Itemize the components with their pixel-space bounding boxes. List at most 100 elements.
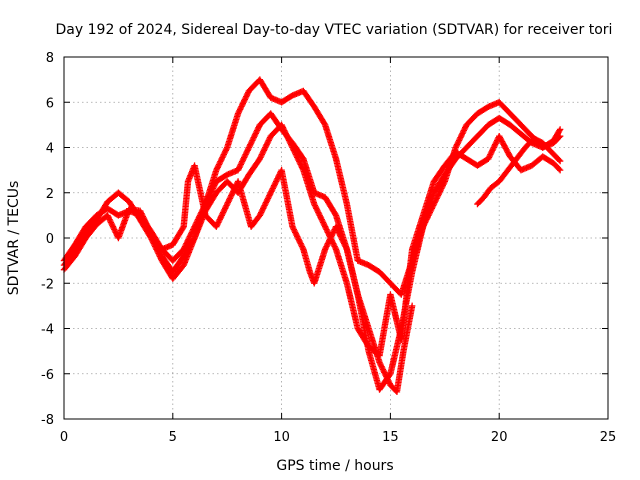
data-point [278, 121, 285, 129]
data-point [150, 235, 157, 243]
data-point [185, 234, 193, 242]
data-point [111, 227, 119, 235]
data-point [153, 241, 160, 248]
data-point [279, 123, 286, 130]
data-point [294, 154, 301, 161]
data-point [258, 151, 266, 158]
data-point [459, 128, 467, 136]
data-point [265, 193, 272, 201]
data-point [379, 366, 387, 373]
data-point [380, 367, 387, 375]
data-point [109, 223, 117, 230]
data-point [215, 219, 222, 226]
data-point [316, 212, 323, 219]
y-tick-label: -4 [41, 323, 54, 338]
data-point [429, 203, 436, 211]
data-point [279, 124, 287, 131]
data-point [247, 140, 255, 147]
data-point [385, 377, 392, 385]
data-point [320, 220, 327, 228]
data-point [137, 209, 145, 216]
data-point [322, 224, 329, 232]
data-point [295, 157, 302, 164]
data-point [287, 141, 295, 148]
data-point [151, 238, 159, 246]
data-point [556, 132, 564, 140]
data-point [321, 246, 329, 253]
data-point [220, 151, 227, 158]
data-point [260, 203, 268, 211]
data-point [294, 234, 302, 242]
data-point [224, 199, 232, 206]
data-point [273, 176, 281, 184]
data-point [251, 131, 259, 138]
data-point [228, 190, 236, 198]
data-point [283, 131, 290, 138]
data-point [149, 234, 157, 241]
data-point [284, 134, 291, 141]
data-point [147, 228, 154, 236]
data-point [216, 216, 223, 223]
data-point [283, 132, 291, 140]
data-point [147, 230, 155, 237]
data-point [222, 147, 230, 154]
data-point [236, 164, 243, 171]
data-point [249, 137, 256, 144]
data-point [267, 189, 274, 196]
data-point [431, 199, 438, 206]
data-point [455, 138, 462, 146]
data-point [313, 205, 320, 212]
data-point [264, 196, 271, 204]
data-point [297, 161, 304, 168]
data-point [241, 154, 248, 161]
data-point [234, 166, 242, 174]
data-point [337, 233, 344, 240]
data-point [286, 138, 293, 146]
data-point [281, 128, 289, 136]
y-tick-label: -2 [41, 277, 54, 292]
data-point [333, 224, 340, 232]
data-point [241, 97, 248, 105]
data-point [427, 207, 434, 215]
data-point [140, 214, 147, 222]
data-point [257, 154, 264, 161]
data-point [323, 241, 331, 249]
data-point [258, 207, 266, 215]
data-point [330, 229, 337, 236]
data-point [242, 94, 249, 102]
data-point [491, 141, 499, 148]
tick-labels: 0 5 10 15 20 25 -8 -6 -4 -2 0 2 4 6 8 [41, 51, 616, 445]
data-point [489, 145, 497, 153]
data-point [265, 137, 272, 144]
data-point [185, 236, 192, 243]
x-tick-label: 15 [382, 430, 399, 445]
data-point [460, 127, 468, 134]
series-5 [474, 135, 564, 208]
data-point [336, 231, 344, 239]
data-point [247, 141, 254, 148]
data-point [108, 220, 115, 228]
x-tick-label: 25 [600, 430, 617, 445]
data-point [153, 243, 161, 250]
data-point [315, 210, 323, 218]
data-point [299, 165, 306, 172]
data-point [381, 369, 388, 376]
data-point [317, 213, 324, 220]
data-point [255, 124, 262, 131]
data-point [382, 371, 389, 379]
series-4 [158, 162, 416, 396]
data-point [321, 222, 328, 229]
data-point [457, 132, 465, 140]
data-point [298, 162, 305, 170]
data-point [274, 175, 281, 182]
data-point [106, 216, 113, 223]
data-point [213, 166, 220, 174]
data-point [257, 210, 264, 218]
data-point [141, 217, 149, 224]
data-point [439, 182, 446, 189]
data-point [230, 188, 237, 195]
data-point [556, 157, 564, 165]
data-point [461, 125, 468, 133]
data-point [288, 142, 295, 150]
data-point [329, 230, 336, 237]
